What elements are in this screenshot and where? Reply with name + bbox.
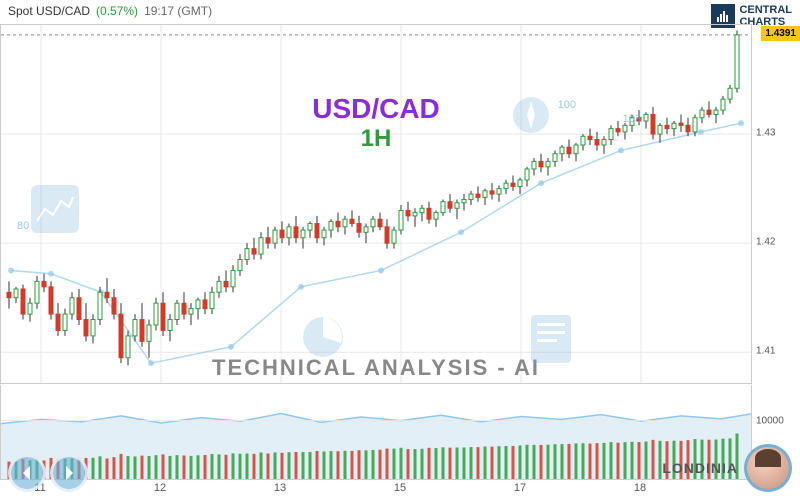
- watermark-doc-icon: [531, 315, 571, 363]
- ma-label-103: 103: [623, 113, 641, 125]
- main-candlestick-chart[interactable]: USD/CAD 1H TECHNICAL ANALYSIS - AI 100 1…: [0, 24, 752, 384]
- londinia-label: LONDINIA: [662, 460, 738, 476]
- instrument-name: Spot USD/CAD: [8, 4, 90, 18]
- nav-next-button[interactable]: [50, 454, 88, 492]
- londinia-brand: LONDINIA: [662, 444, 792, 492]
- chart-title-timeframe: 1H: [361, 125, 392, 153]
- londinia-avatar-icon[interactable]: [744, 444, 792, 492]
- chart-title-pair: USD/CAD: [312, 93, 440, 125]
- x-axis-dates: 111213151718: [0, 482, 752, 500]
- watermark-chart-icon: [31, 185, 79, 233]
- y-axis-price: 1.411.421.43: [752, 24, 800, 384]
- navigation-arrows: [8, 454, 88, 492]
- timestamp: 19:17 (GMT): [144, 4, 212, 18]
- ma-label-100: 100: [558, 99, 576, 111]
- volume-chart[interactable]: [0, 385, 752, 480]
- nav-prev-button[interactable]: [8, 454, 46, 492]
- technical-analysis-label: TECHNICAL ANALYSIS - AI: [212, 355, 540, 381]
- chart-header: Spot USD/CAD (0.57%) 19:17 (GMT): [0, 0, 800, 22]
- price-change: (0.57%): [96, 4, 138, 18]
- ma-label-80: 80: [17, 220, 29, 232]
- watermark-compass-icon: [511, 95, 551, 135]
- chart-area: USD/CAD 1H TECHNICAL ANALYSIS - AI 100 1…: [0, 24, 800, 500]
- watermark-pie-icon: [301, 315, 345, 359]
